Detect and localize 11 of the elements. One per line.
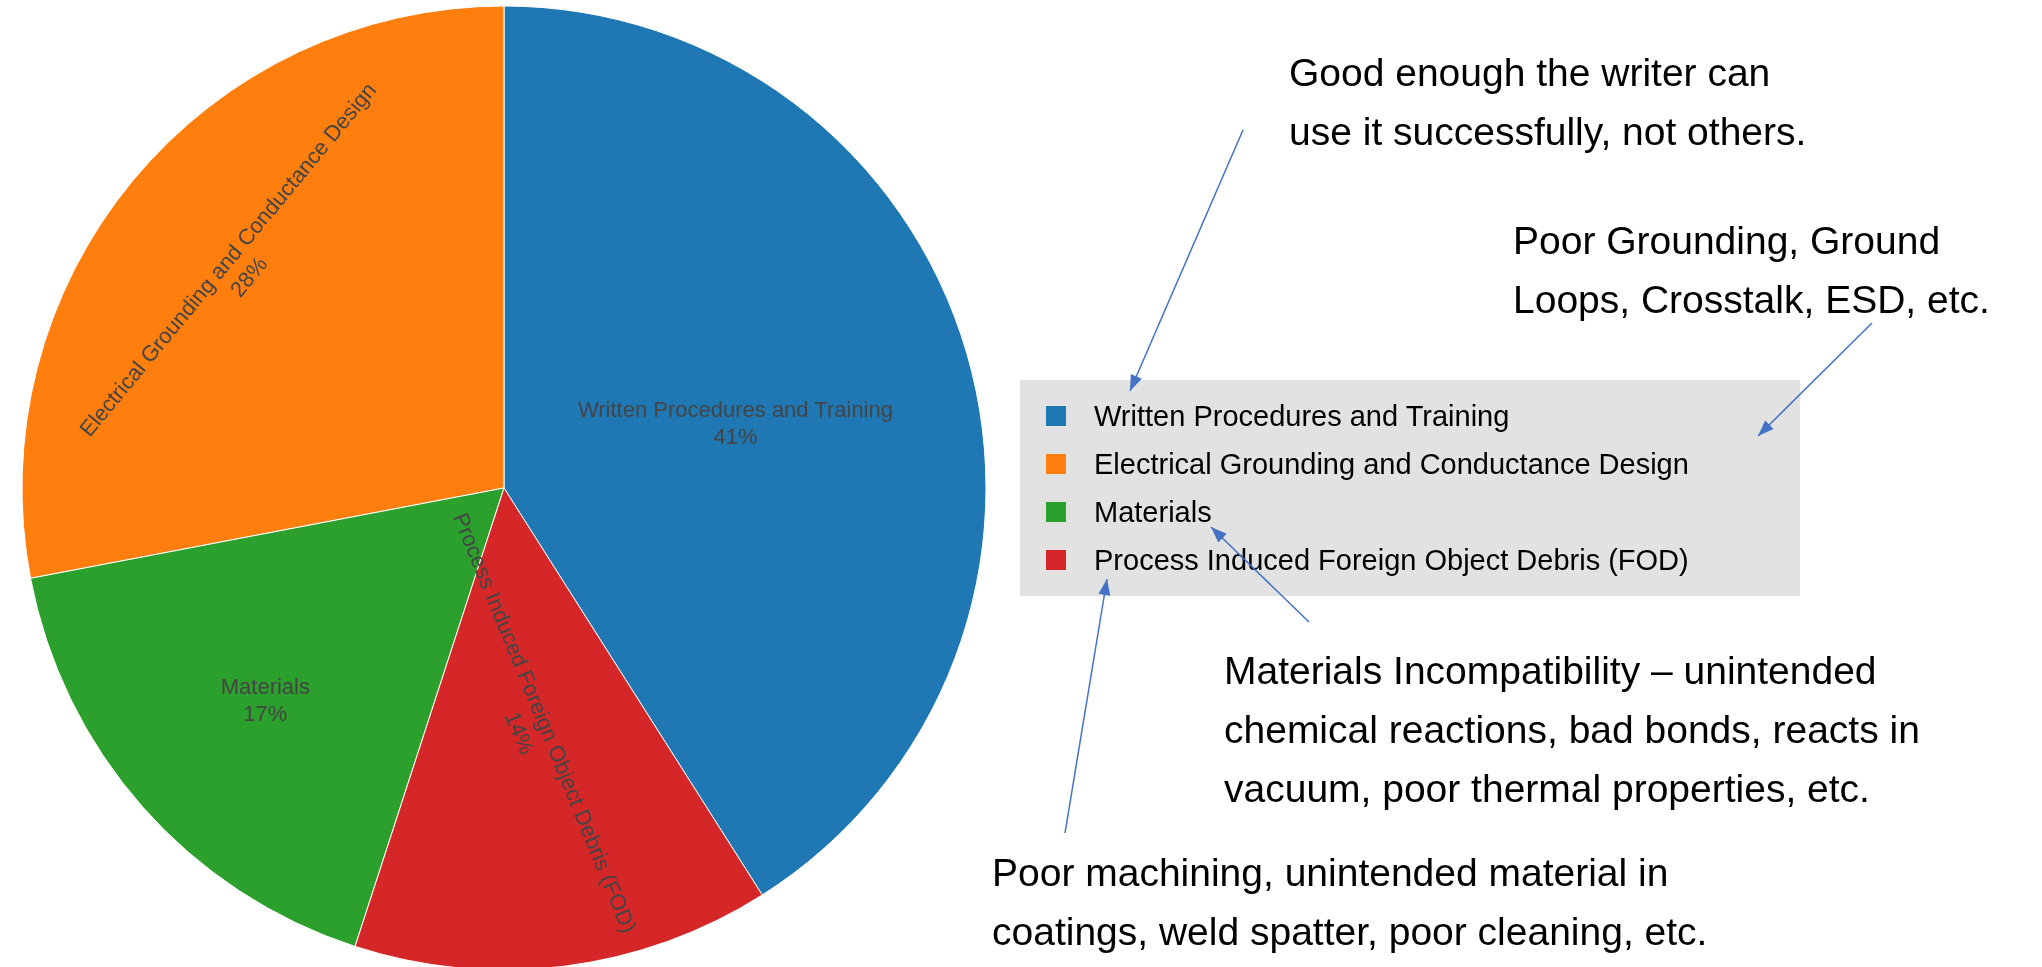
data-label: 41% [713, 423, 758, 449]
text: Good enough the writer can use it successfully, not others. [1289, 50, 1807, 153]
legend-label: Materials [1094, 496, 1212, 528]
slice-label: Written Procedures and Training [577, 396, 893, 422]
slice-label: Materials [220, 674, 310, 700]
text: Materials Incompatibility – unintended chemical reactions, bad bonds, reacts in vacuum, poor thermal properties, etc. [1224, 648, 1920, 810]
text: Poor Grounding, Ground Loops, Crosstalk, ESD, etc. [1513, 218, 1990, 321]
legend-label: Electrical Grounding and Conductance Design [1094, 448, 1689, 480]
data-label: 17% [243, 701, 288, 727]
text: Poor machining, unintended material in coatings, weld spatter, poor cleaning, etc. [992, 850, 1708, 953]
legend-label: Written Procedures and Training [1094, 400, 1510, 432]
